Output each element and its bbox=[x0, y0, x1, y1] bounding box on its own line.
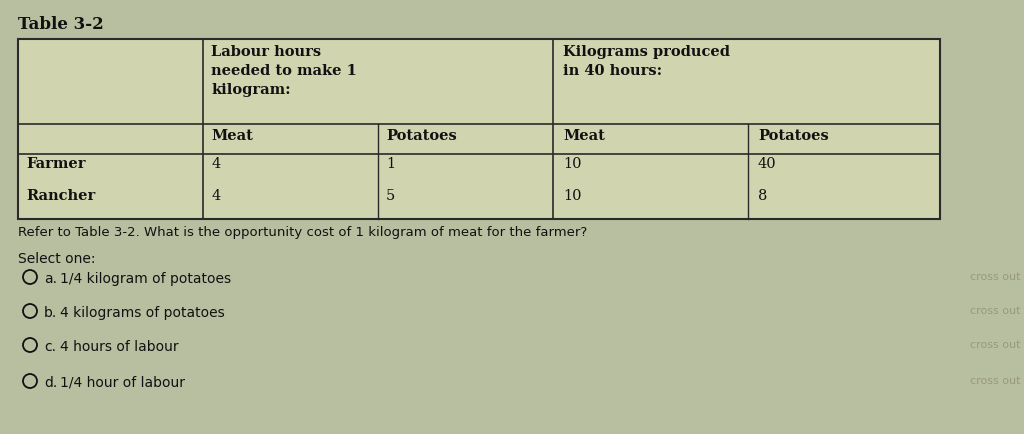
Text: 4 kilograms of potatoes: 4 kilograms of potatoes bbox=[60, 306, 224, 320]
Text: a.: a. bbox=[44, 272, 57, 286]
Text: 10: 10 bbox=[563, 157, 582, 171]
Text: 10: 10 bbox=[563, 189, 582, 203]
Text: Select one:: Select one: bbox=[18, 252, 95, 266]
Text: Meat: Meat bbox=[211, 129, 253, 143]
Text: 4: 4 bbox=[211, 189, 220, 203]
Text: b.: b. bbox=[44, 306, 57, 320]
Text: 5: 5 bbox=[386, 189, 395, 203]
Text: 4 hours of labour: 4 hours of labour bbox=[60, 340, 178, 354]
Bar bbox=[18, 39, 940, 219]
Text: 1: 1 bbox=[386, 157, 395, 171]
Text: cross out: cross out bbox=[970, 272, 1020, 282]
Text: Farmer: Farmer bbox=[26, 157, 85, 171]
Text: Kilograms produced
in 40 hours:: Kilograms produced in 40 hours: bbox=[563, 45, 730, 78]
Text: d.: d. bbox=[44, 376, 57, 390]
Text: Meat: Meat bbox=[563, 129, 605, 143]
Text: 4: 4 bbox=[211, 157, 220, 171]
Text: Potatoes: Potatoes bbox=[758, 129, 828, 143]
Text: 1/4 kilogram of potatoes: 1/4 kilogram of potatoes bbox=[60, 272, 231, 286]
Text: 8: 8 bbox=[758, 189, 767, 203]
Text: 1/4 hour of labour: 1/4 hour of labour bbox=[60, 376, 185, 390]
Text: Refer to Table 3-2. What is the opportunity cost of 1 kilogram of meat for the f: Refer to Table 3-2. What is the opportun… bbox=[18, 226, 587, 239]
Text: Potatoes: Potatoes bbox=[386, 129, 457, 143]
Text: cross out: cross out bbox=[970, 376, 1020, 386]
Text: Labour hours
needed to make 1
kilogram:: Labour hours needed to make 1 kilogram: bbox=[211, 45, 357, 97]
Text: 40: 40 bbox=[758, 157, 776, 171]
Text: Rancher: Rancher bbox=[26, 189, 95, 203]
Text: cross out: cross out bbox=[970, 306, 1020, 316]
Text: c.: c. bbox=[44, 340, 56, 354]
Text: cross out: cross out bbox=[970, 340, 1020, 350]
Text: Table 3-2: Table 3-2 bbox=[18, 16, 103, 33]
